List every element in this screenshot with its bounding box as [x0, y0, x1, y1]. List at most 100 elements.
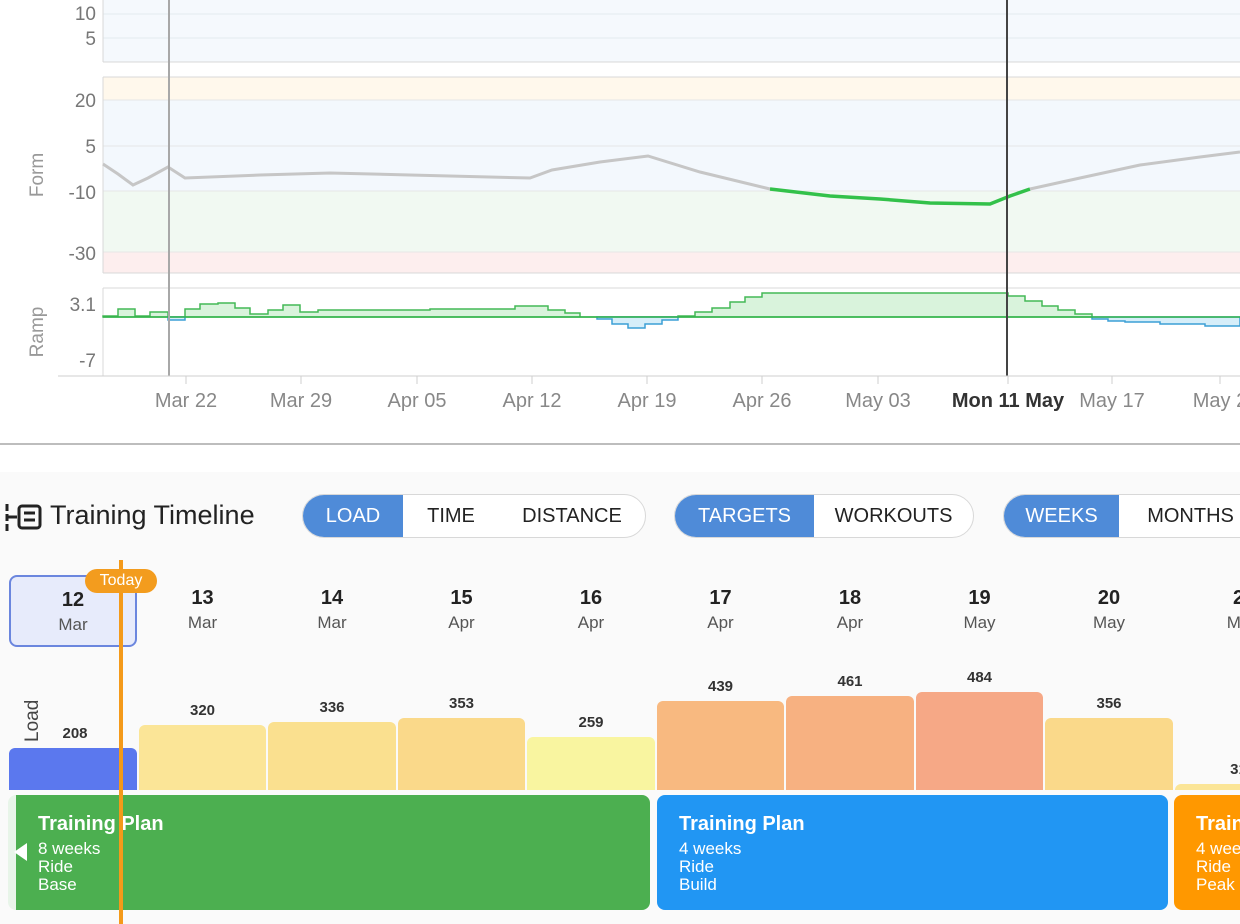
load-value-label: 31	[1230, 760, 1240, 778]
form-line-gray	[102, 154, 771, 191]
fitness-tick-10: 10	[75, 4, 96, 25]
ramp-axis-label: Ramp	[27, 307, 48, 358]
x-tick-label: Mar 29	[270, 390, 332, 412]
week-month: Mar	[317, 613, 347, 632]
form-tick-5: 5	[85, 137, 96, 158]
today-line	[119, 560, 123, 924]
ramp-area-positive	[102, 292, 1093, 318]
week-date-5[interactable]: 17 Apr	[657, 575, 785, 647]
period-toggle: WEEKS MONTHS	[1003, 494, 1240, 538]
week-date-1[interactable]: 13 Mar	[139, 575, 267, 647]
week-day: 18	[838, 587, 862, 609]
form-tick-minus30: -30	[69, 244, 96, 265]
weeks-button[interactable]: WEEKS	[1004, 495, 1120, 537]
plan-title: Training Plan	[38, 813, 164, 835]
load-bar[interactable]	[656, 700, 784, 790]
load-value-label: 353	[448, 695, 475, 713]
x-axis-ticks: Mar 22 Mar 29 Apr 05 Apr 12 Apr 19 Apr 26 May …	[155, 376, 1240, 412]
fitness-chart: 10 5 20 5 -10 -30 Form 3.1 -7 Ramp Mar 2…	[0, 0, 1240, 445]
plan-phase: Build	[679, 875, 717, 894]
week-day: 19	[968, 587, 991, 609]
week-date-7[interactable]: 19 May	[916, 575, 1044, 647]
week-date-6[interactable]: 18 Apr	[786, 575, 914, 647]
load-value-label: 439	[707, 677, 734, 695]
training-plan-1[interactable]: Training Plan 4 weeks Ride Build	[657, 795, 1168, 910]
x-tick-label: May 2	[1193, 390, 1240, 412]
training-plan-0[interactable]: Training Plan 8 weeks Ride Base	[8, 795, 650, 910]
form-line-gray-right	[1029, 150, 1240, 191]
distance-button[interactable]: DISTANCE	[522, 504, 622, 527]
load-bar[interactable]	[786, 696, 914, 790]
months-button[interactable]: MONTHS	[1147, 504, 1234, 527]
load-value-label: 484	[966, 668, 993, 686]
load-value-label: 259	[578, 714, 604, 732]
week-date-2[interactable]: 14 Mar	[268, 575, 396, 647]
plan-duration: 8 weeks	[38, 839, 101, 858]
plan-expand-arrow-icon[interactable]	[14, 843, 27, 861]
time-button[interactable]: TIME	[427, 504, 475, 527]
week-month: Apr	[707, 613, 734, 632]
load-value-label: 208	[62, 724, 88, 742]
training-plan-2[interactable]: Train 4 wee Ride Peak	[1174, 795, 1240, 910]
week-month: Apr	[836, 613, 864, 632]
week-month: Mar	[58, 615, 88, 634]
fitness-panel	[103, 0, 1240, 62]
today-badge: Today	[85, 569, 157, 593]
load-bar[interactable]	[915, 691, 1043, 790]
form-axis-label: Form	[27, 153, 48, 197]
week-date-9[interactable]: 2 Ma	[1175, 575, 1240, 647]
x-tick-label: May 17	[1079, 390, 1145, 412]
week-day: 14	[320, 587, 344, 609]
week-day: 20	[1097, 587, 1121, 609]
form-panel	[102, 76, 1240, 274]
plan-phase: Base	[38, 875, 77, 894]
form-line-green	[769, 187, 1031, 206]
load-bar[interactable]	[1174, 783, 1240, 790]
workouts-button[interactable]: WORKOUTS	[834, 504, 953, 527]
load-bar[interactable]	[397, 718, 525, 790]
load-value-label: 356	[1096, 694, 1122, 712]
ramp-tick-3: 3.1	[70, 295, 96, 316]
week-date-3[interactable]: 15 Apr	[398, 575, 526, 647]
plan-sport: Ride	[679, 857, 714, 876]
x-tick-label: Apr 05	[388, 390, 447, 412]
timeline-icon	[5, 504, 42, 531]
load-bar[interactable]	[1045, 717, 1173, 790]
plan-title: Train	[1196, 813, 1240, 835]
training-timeline: Training Timeline LOAD TIME DISTANCE TAR…	[0, 472, 1240, 924]
week-month: Apr	[577, 613, 605, 632]
targets-button[interactable]: TARGETS	[675, 495, 815, 537]
plan-sport: Ride	[1196, 857, 1231, 876]
x-tick-label: Apr 19	[618, 390, 677, 412]
plan-phase: Peak	[1196, 875, 1235, 894]
week-day: 15	[450, 587, 473, 609]
week-day: 2	[1232, 587, 1240, 609]
plan-title: Training Plan	[679, 813, 805, 835]
ramp-panel	[102, 287, 1240, 376]
load-bar[interactable]	[138, 725, 266, 790]
load-button[interactable]: LOAD	[303, 495, 403, 537]
form-tick-20: 20	[75, 91, 96, 112]
fitness-tick-5: 5	[85, 29, 96, 50]
load-bar[interactable]	[9, 747, 137, 790]
load-value-label: 320	[189, 702, 216, 720]
week-month: May	[963, 613, 996, 632]
week-day: 13	[191, 587, 214, 609]
week-date-4[interactable]: 16 Apr	[527, 575, 655, 647]
ramp-tick-minus7: -7	[79, 351, 96, 372]
week-day: 16	[579, 587, 603, 609]
week-date-8[interactable]: 20 May	[1045, 575, 1173, 647]
plan-sport: Ride	[38, 857, 73, 876]
x-tick-label: Mar 22	[155, 390, 217, 412]
week-month: Mar	[187, 613, 218, 632]
plan-duration: 4 wee	[1196, 839, 1240, 858]
week-month: May	[1092, 613, 1126, 632]
x-tick-label: Apr 26	[733, 390, 792, 412]
load-bar[interactable]	[268, 721, 396, 790]
plan-duration: 4 weeks	[679, 839, 742, 858]
metric-toggle: LOAD TIME DISTANCE	[302, 494, 646, 538]
load-value-label: 461	[837, 673, 863, 691]
load-axis-label: Load	[22, 699, 43, 742]
load-bar[interactable]	[527, 737, 655, 790]
week-day: 12	[61, 589, 85, 611]
